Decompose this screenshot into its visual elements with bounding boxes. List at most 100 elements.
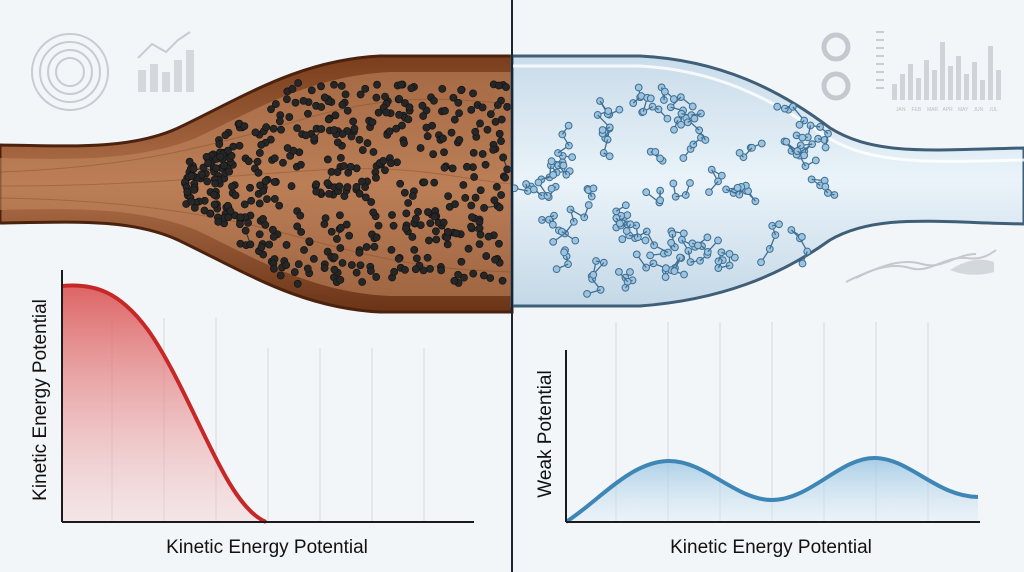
dark-atom (423, 253, 432, 262)
dark-atom (282, 241, 291, 249)
dark-atom (444, 192, 453, 201)
dark-atom (355, 248, 364, 257)
dark-atom (387, 159, 395, 168)
dark-atom (341, 90, 350, 99)
dark-atom (216, 152, 225, 161)
dark-atom (454, 98, 463, 107)
dark-atom (204, 159, 213, 168)
dark-atom (228, 182, 236, 191)
dark-atom (200, 206, 209, 215)
dark-atom (416, 221, 425, 230)
dark-atom (450, 276, 459, 285)
light-atom (559, 161, 568, 170)
light-atom (798, 259, 807, 268)
dark-atom (402, 224, 410, 233)
dark-atom (214, 217, 223, 226)
decor-top-left (31, 31, 194, 111)
dark-atom (236, 213, 245, 222)
dark-atom (467, 201, 476, 210)
light-atom (662, 264, 670, 273)
dark-atom (381, 92, 389, 101)
light-atom (730, 253, 739, 262)
dark-atom (324, 115, 333, 124)
dark-atom (330, 265, 339, 274)
left-curve-line (61, 283, 267, 524)
dark-atom (503, 103, 512, 111)
light-atom (717, 171, 726, 180)
dark-atom (425, 236, 433, 245)
dark-atom (323, 155, 332, 164)
dark-atom (270, 154, 279, 163)
dark-atom (358, 278, 367, 286)
dark-atom (345, 231, 354, 240)
dark-atom (382, 108, 391, 117)
light-atom (618, 235, 627, 244)
light-atom (656, 196, 665, 205)
light-atom (680, 270, 688, 279)
dark-atom (491, 255, 499, 264)
dark-atom (276, 271, 285, 280)
dark-atom (502, 83, 510, 92)
dark-atom (439, 218, 448, 227)
dark-atom (397, 80, 406, 89)
dark-atom (255, 230, 264, 239)
dark-atom (426, 219, 435, 228)
dark-atom (296, 211, 305, 220)
light-atom (683, 118, 692, 127)
dark-atom (412, 254, 421, 263)
dark-atom (498, 276, 507, 285)
right-x-label: Kinetic Energy Potential (670, 537, 872, 558)
dark-atom (372, 273, 381, 281)
dark-atom (337, 223, 345, 232)
dark-atom (275, 201, 284, 210)
month-label: JAN (896, 107, 906, 113)
month-label: FEB (912, 107, 922, 113)
dark-atom (333, 168, 342, 177)
dark-atom (330, 126, 339, 134)
light-atom (688, 102, 697, 111)
dark-atom (497, 191, 506, 199)
light-atom (798, 133, 807, 142)
dark-atom (457, 86, 466, 95)
light-atom (650, 241, 659, 250)
dark-atom (336, 275, 345, 284)
dark-atom (336, 153, 345, 162)
dark-atom (225, 167, 234, 176)
light-atom (534, 178, 543, 187)
light-atom (681, 191, 690, 199)
light-atom (667, 238, 676, 247)
dark-atom (437, 266, 446, 275)
month-label: APR (943, 107, 954, 113)
dark-atom (320, 93, 329, 102)
dark-atom (381, 166, 389, 175)
dark-atom (288, 85, 297, 93)
dark-atom (352, 268, 361, 277)
dark-atom (416, 144, 425, 152)
dark-atom (414, 207, 422, 216)
light-atom (677, 120, 685, 129)
dark-atom (270, 178, 279, 186)
dark-atom (279, 158, 287, 167)
dark-atom (402, 209, 411, 218)
light-atom (583, 289, 591, 298)
light-atom (632, 250, 641, 259)
dark-atom (440, 163, 449, 172)
dark-atom (187, 197, 196, 206)
dark-atom (361, 84, 370, 93)
dark-atom (430, 212, 439, 221)
light-atom (547, 157, 556, 166)
dark-atom (291, 98, 300, 107)
dark-atom (290, 268, 299, 276)
dark-atom (370, 242, 379, 251)
dark-atom (379, 156, 388, 165)
light-atom (679, 154, 688, 162)
dark-atom (210, 200, 219, 209)
month-label: JUN (974, 107, 984, 113)
dark-atom (262, 123, 271, 132)
dark-atom (450, 115, 459, 124)
dark-atom (330, 253, 339, 262)
dark-atom (484, 232, 493, 241)
dark-atom (480, 203, 488, 212)
dark-atom (400, 139, 408, 148)
dark-atom (426, 265, 434, 273)
